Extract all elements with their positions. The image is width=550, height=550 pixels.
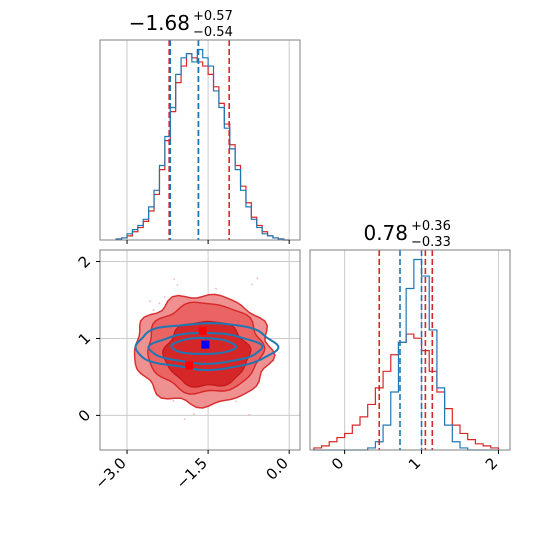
axes-frame [99,39,301,241]
sample-point [172,400,175,402]
blue-contour-outer [134,322,280,372]
blue-contour-inner [170,337,238,355]
sample-point [183,418,186,421]
histogram-panel-top-left [99,39,301,244]
best-fit-marker [185,361,194,370]
title-value: 0.78 [363,221,408,245]
sample-point [158,302,161,305]
best-fit-marker [198,326,207,335]
blue-histogram-series [313,258,499,451]
sample-point [251,283,253,286]
x-tick-label: 0 [328,454,347,473]
title-upper-error: +0.57 [193,9,233,24]
sample-point [163,296,166,299]
sample-point [149,300,152,303]
x-tick-label: 1 [405,454,424,473]
sample-point [173,278,175,281]
y-tick-label: 1 [75,329,94,348]
red-histogram-series [115,53,290,241]
panel-title-top-left: −1.68 +0.57 −0.54 [129,9,233,40]
x-tick-label: 2 [482,454,501,473]
y-tick-label: 2 [75,252,94,271]
best-fit-marker [201,340,210,349]
sample-point [215,287,217,290]
blue-contour-middle [147,332,264,365]
title-upper-error: +0.36 [411,219,451,234]
title-value: −1.68 [129,11,190,35]
axes-frame [99,249,301,451]
axes-frame [309,249,511,451]
title-lower-error: −0.54 [193,25,233,40]
red-histogram-series [313,333,500,450]
histogram-panel-bottom-right: 0 1 2 [309,249,511,474]
blue-histogram-series [115,48,290,241]
title-lower-error: −0.33 [411,235,451,250]
sample-point [152,309,155,312]
sample-point [235,400,238,403]
x-tick-label: −3.0 [91,454,129,492]
sample-point [248,413,251,416]
sample-point [193,413,196,415]
sample-point [176,284,179,286]
panel-title-bottom-right: 0.78 +0.36 −0.33 [363,219,450,250]
x-tick-label: −1.5 [172,454,210,492]
contour-panel-bottom-left: −3.0 −1.5 0.0 0 1 2 [75,249,301,493]
y-tick-label: 0 [75,406,94,425]
x-tick-label: 0.0 [262,454,292,484]
sample-point [256,277,259,280]
